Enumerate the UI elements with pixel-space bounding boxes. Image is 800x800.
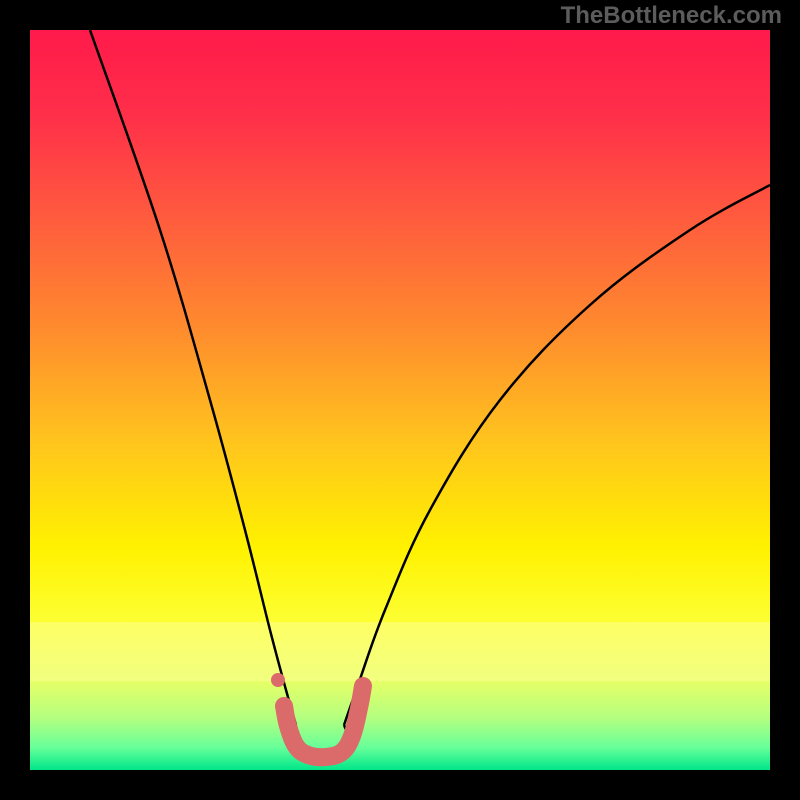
pale-band [30,622,770,681]
watermark-text: TheBottleneck.com [561,2,782,30]
chart-frame [0,0,800,800]
chart-canvas: TheBottleneck.com [0,0,800,800]
chart-svg [0,0,800,800]
marker-dot [271,673,285,687]
